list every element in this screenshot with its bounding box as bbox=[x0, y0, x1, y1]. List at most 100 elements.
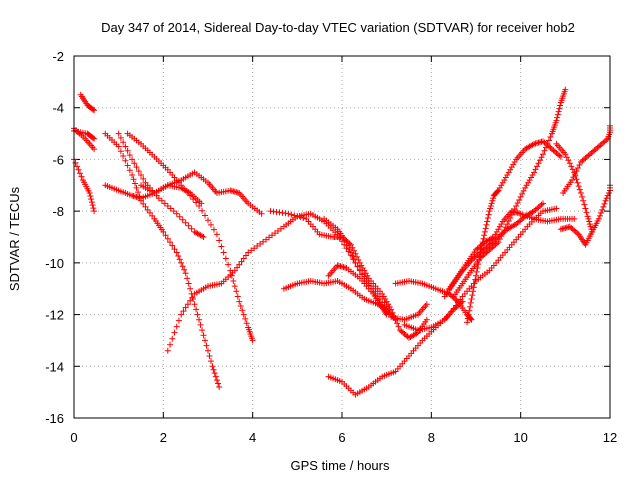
data-point bbox=[88, 196, 95, 203]
data-point bbox=[486, 241, 493, 248]
data-point bbox=[171, 329, 178, 336]
data-point bbox=[557, 153, 564, 160]
data-point bbox=[519, 215, 526, 222]
data-point bbox=[216, 237, 223, 244]
data-point bbox=[496, 184, 503, 191]
data-point bbox=[547, 134, 554, 141]
data-point bbox=[115, 143, 122, 150]
data-point bbox=[207, 221, 214, 228]
data-point bbox=[597, 142, 604, 149]
data-point bbox=[548, 146, 555, 153]
data-point bbox=[471, 254, 478, 261]
data-point bbox=[568, 163, 575, 170]
x-tick-label: 4 bbox=[249, 430, 256, 445]
data-point bbox=[350, 256, 357, 263]
data-point bbox=[213, 377, 220, 384]
data-point bbox=[144, 206, 151, 213]
data-point bbox=[349, 244, 356, 251]
data-point bbox=[392, 316, 399, 323]
data-point bbox=[574, 230, 581, 237]
x-tick-label: 6 bbox=[338, 430, 345, 445]
y-tick-label: -10 bbox=[45, 256, 64, 271]
data-point bbox=[132, 180, 139, 187]
data-point bbox=[133, 184, 140, 191]
data-point bbox=[170, 208, 177, 215]
data-point bbox=[149, 212, 156, 219]
data-point bbox=[490, 195, 497, 202]
data-point bbox=[495, 187, 502, 194]
data-point bbox=[230, 277, 237, 284]
data-point bbox=[541, 139, 548, 146]
data-point bbox=[487, 202, 494, 209]
data-point bbox=[540, 138, 546, 145]
y-tick-label: -6 bbox=[52, 152, 64, 167]
y-tick-label: -2 bbox=[52, 49, 64, 64]
data-point bbox=[231, 267, 238, 274]
data-point bbox=[582, 155, 589, 162]
data-point bbox=[173, 323, 180, 330]
data-point bbox=[535, 160, 542, 167]
data-point bbox=[514, 219, 521, 226]
data-point bbox=[473, 268, 480, 275]
data-point bbox=[505, 218, 512, 225]
data-point bbox=[492, 231, 499, 238]
data-point bbox=[551, 148, 558, 155]
data-point bbox=[467, 303, 474, 310]
data-point bbox=[485, 211, 492, 218]
data-point bbox=[182, 304, 189, 311]
data-point bbox=[537, 202, 544, 209]
data-point bbox=[184, 275, 191, 282]
data-point bbox=[534, 163, 541, 170]
data-point bbox=[361, 273, 368, 280]
data-point bbox=[90, 205, 97, 212]
data-point bbox=[175, 252, 182, 259]
data-point bbox=[135, 168, 142, 175]
data-point bbox=[89, 202, 96, 209]
series-arc1 bbox=[77, 91, 98, 114]
data-point bbox=[72, 159, 79, 166]
data-point bbox=[516, 196, 523, 203]
data-point bbox=[288, 211, 295, 218]
data-point bbox=[605, 190, 612, 197]
data-point bbox=[194, 311, 201, 318]
series-arc23 bbox=[557, 182, 613, 248]
data-point bbox=[484, 243, 491, 250]
data-point bbox=[240, 255, 247, 262]
data-point bbox=[398, 328, 405, 335]
data-point bbox=[175, 317, 182, 324]
data-point bbox=[164, 347, 171, 354]
data-point bbox=[126, 167, 133, 174]
y-tick-label: -16 bbox=[45, 411, 64, 426]
data-point bbox=[572, 171, 579, 178]
data-point bbox=[566, 160, 573, 167]
data-point bbox=[481, 228, 488, 235]
data-point bbox=[540, 200, 546, 207]
data-point bbox=[483, 249, 490, 256]
data-point bbox=[471, 280, 478, 287]
data-point bbox=[511, 205, 518, 212]
y-tick-label: -14 bbox=[45, 359, 64, 374]
data-point bbox=[140, 200, 147, 207]
data-point bbox=[501, 227, 508, 234]
data-point bbox=[184, 301, 191, 308]
data-point bbox=[565, 157, 572, 164]
data-point bbox=[510, 209, 517, 216]
data-point bbox=[496, 223, 503, 230]
data-point bbox=[489, 234, 496, 241]
y-tick-label: -12 bbox=[45, 308, 64, 323]
data-point bbox=[122, 157, 129, 164]
data-point bbox=[185, 280, 192, 287]
data-point bbox=[242, 252, 249, 259]
data-point bbox=[354, 263, 361, 270]
data-point bbox=[394, 320, 401, 327]
data-point bbox=[495, 239, 502, 246]
data-point bbox=[164, 202, 171, 209]
data-point bbox=[588, 149, 595, 156]
data-point bbox=[556, 152, 563, 159]
data-point bbox=[499, 230, 506, 237]
data-point bbox=[379, 303, 386, 310]
data-point bbox=[76, 170, 83, 177]
data-point bbox=[129, 171, 136, 178]
data-point bbox=[385, 306, 392, 313]
data-point bbox=[532, 206, 539, 213]
